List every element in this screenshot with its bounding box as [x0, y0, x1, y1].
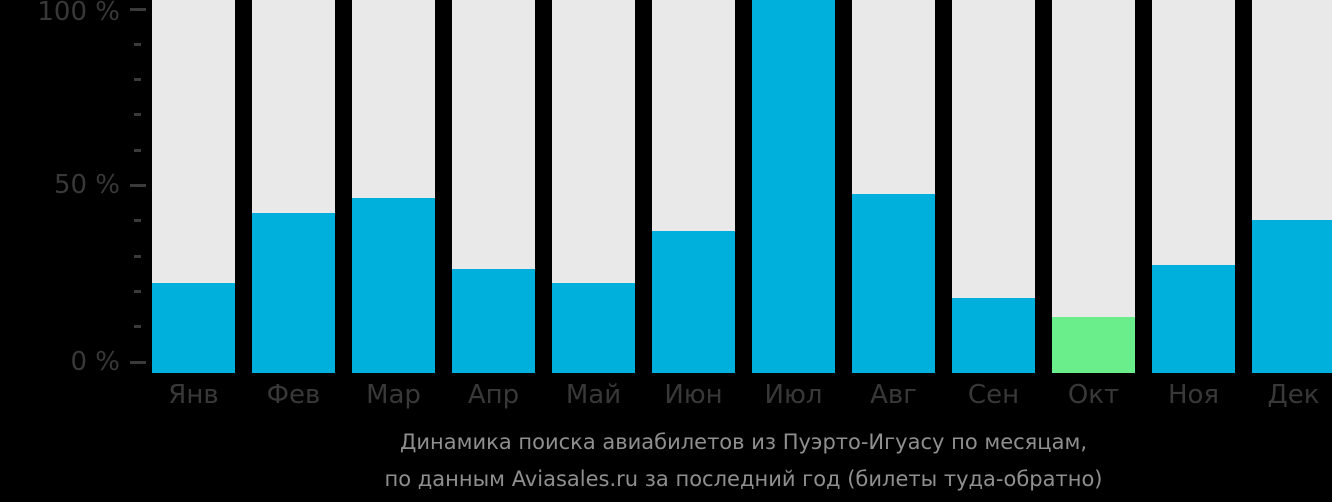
- chart-title-line2: по данным Aviasales.ru за последний год …: [384, 467, 1103, 491]
- bar-fill-4: [552, 283, 635, 373]
- y-tick-label-2: 0 %: [70, 346, 120, 377]
- bar-fill-11: [1252, 220, 1332, 373]
- y-minor-tick: [134, 113, 141, 117]
- y-tick-label-0: 100 %: [37, 0, 120, 27]
- x-tick-label-4: Май: [565, 380, 622, 410]
- bar-column-7: [852, 0, 935, 373]
- bar-column-8: [952, 0, 1035, 373]
- x-tick-label-10: Ноя: [1167, 380, 1220, 410]
- bar-fill-3: [452, 268, 535, 373]
- bar-column-6: [752, 0, 835, 373]
- y-minor-tick: [134, 254, 141, 258]
- x-tick-label-5: Июн: [664, 380, 723, 410]
- bar-fill-8: [952, 298, 1035, 373]
- chart-title: Динамика поиска авиабилетов из Пуэрто-Иг…: [152, 430, 1332, 491]
- x-tick-label-8: Сен: [967, 380, 1020, 410]
- bar-fill-5: [652, 231, 735, 373]
- y-minor-tick: [134, 219, 141, 223]
- x-tick-label-9: Окт: [1067, 380, 1120, 410]
- bar-fill-10: [1152, 264, 1235, 373]
- plot-area: [152, 0, 1332, 373]
- x-tick-label-3: Апр: [467, 380, 520, 410]
- y-minor-tick: [134, 78, 141, 82]
- bar-column-3: [452, 0, 535, 373]
- bar-column-10: [1152, 0, 1235, 373]
- bar-column-1: [252, 0, 335, 373]
- y-minor-tick: [134, 325, 141, 329]
- x-tick-label-11: Дек: [1267, 380, 1320, 410]
- y-minor-tick: [134, 42, 141, 46]
- bar-fill-9: [1052, 317, 1135, 373]
- x-tick-label-1: Фев: [266, 380, 321, 410]
- x-tick-label-6: Июл: [764, 380, 823, 410]
- bar-fill-2: [352, 197, 435, 373]
- y-major-tick: [130, 184, 146, 187]
- y-major-tick: [130, 7, 146, 11]
- bar-fill-0: [152, 283, 235, 373]
- y-axis: 100 % 50 % 0 %: [0, 0, 152, 377]
- bar-column-11: [1252, 0, 1332, 373]
- y-major-tick: [130, 360, 146, 364]
- x-tick-label-7: Авг: [870, 380, 917, 410]
- bar-column-2: [352, 0, 435, 373]
- bar-column-5: [652, 0, 735, 373]
- y-minor-tick: [134, 148, 141, 152]
- y-tick-label-1: 50 %: [53, 170, 120, 200]
- chart-title-line1: Динамика поиска авиабилетов из Пуэрто-Иг…: [400, 430, 1087, 454]
- x-tick-label-2: Мар: [366, 380, 421, 410]
- x-tick-label-0: Янв: [168, 380, 219, 410]
- bar-column-0: [152, 0, 235, 373]
- y-minor-tick: [134, 289, 141, 293]
- bar-column-9: [1052, 0, 1135, 373]
- bar-fill-7: [852, 193, 935, 373]
- bar-fill-6: [752, 0, 835, 373]
- bar-column-4: [552, 0, 635, 373]
- bar-fill-1: [252, 212, 335, 373]
